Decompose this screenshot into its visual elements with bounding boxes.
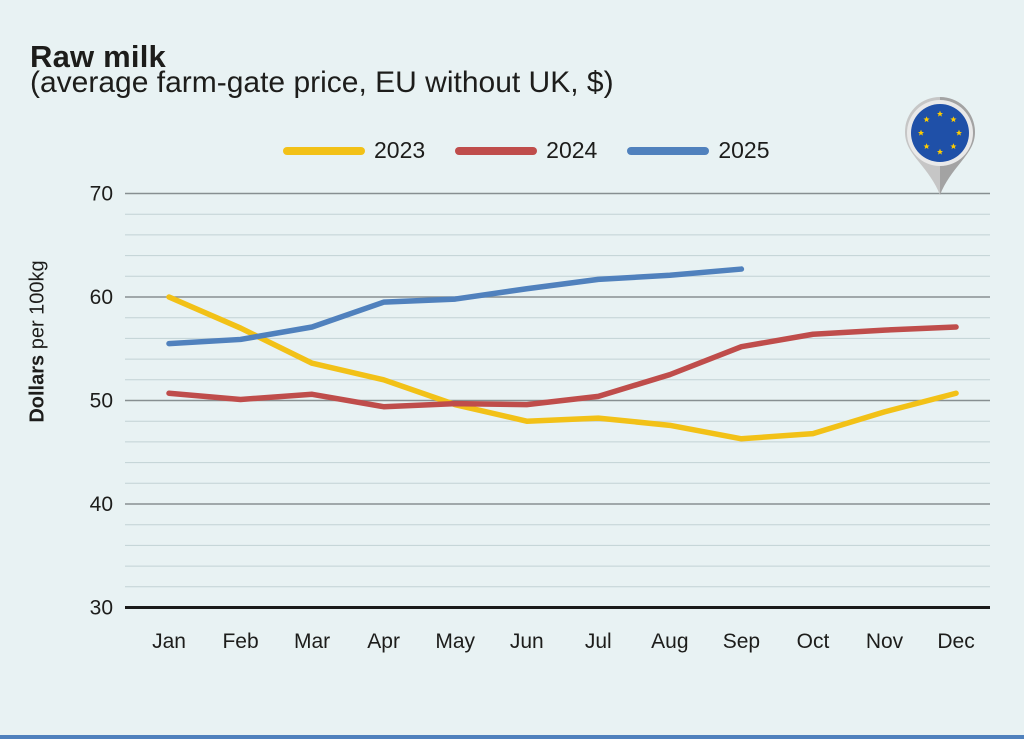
eu-location-pin-icon xyxy=(905,97,975,195)
svg-text:Nov: Nov xyxy=(866,630,904,653)
svg-text:Jan: Jan xyxy=(152,630,186,653)
svg-text:Jun: Jun xyxy=(510,630,544,653)
svg-text:Oct: Oct xyxy=(797,630,830,653)
svg-text:Aug: Aug xyxy=(651,630,688,653)
svg-text:Dec: Dec xyxy=(937,630,974,653)
legend-label-2025: 2025 xyxy=(718,137,770,163)
page-title: Raw milk xyxy=(30,38,166,74)
chart-legend: 2023 2024 2025 xyxy=(283,137,770,164)
svg-text:40: 40 xyxy=(90,493,113,516)
svg-text:50: 50 xyxy=(90,390,113,413)
legend-swatch-2023 xyxy=(283,146,365,155)
legend-item-2024: 2024 xyxy=(455,137,597,164)
page-subtitle: (average farm-gate price, EU without UK,… xyxy=(30,66,614,99)
svg-text:Feb: Feb xyxy=(222,630,258,653)
svg-text:Jul: Jul xyxy=(585,630,612,653)
bottom-accent-bar xyxy=(0,735,1024,739)
legend-item-2025: 2025 xyxy=(627,137,770,164)
legend-label-2024: 2024 xyxy=(546,137,598,163)
legend-swatch-2025 xyxy=(627,146,710,155)
eu-stars xyxy=(917,110,963,155)
svg-text:30: 30 xyxy=(90,597,113,620)
legend-label-2023: 2023 xyxy=(374,137,426,163)
legend-swatch-2024 xyxy=(455,146,538,155)
svg-text:Sep: Sep xyxy=(723,630,760,653)
legend-item-2023: 2023 xyxy=(283,137,425,164)
svg-text:Mar: Mar xyxy=(294,630,330,653)
svg-text:May: May xyxy=(435,630,475,653)
svg-text:60: 60 xyxy=(90,286,113,309)
svg-text:70: 70 xyxy=(90,183,113,206)
svg-text:Apr: Apr xyxy=(367,630,400,653)
